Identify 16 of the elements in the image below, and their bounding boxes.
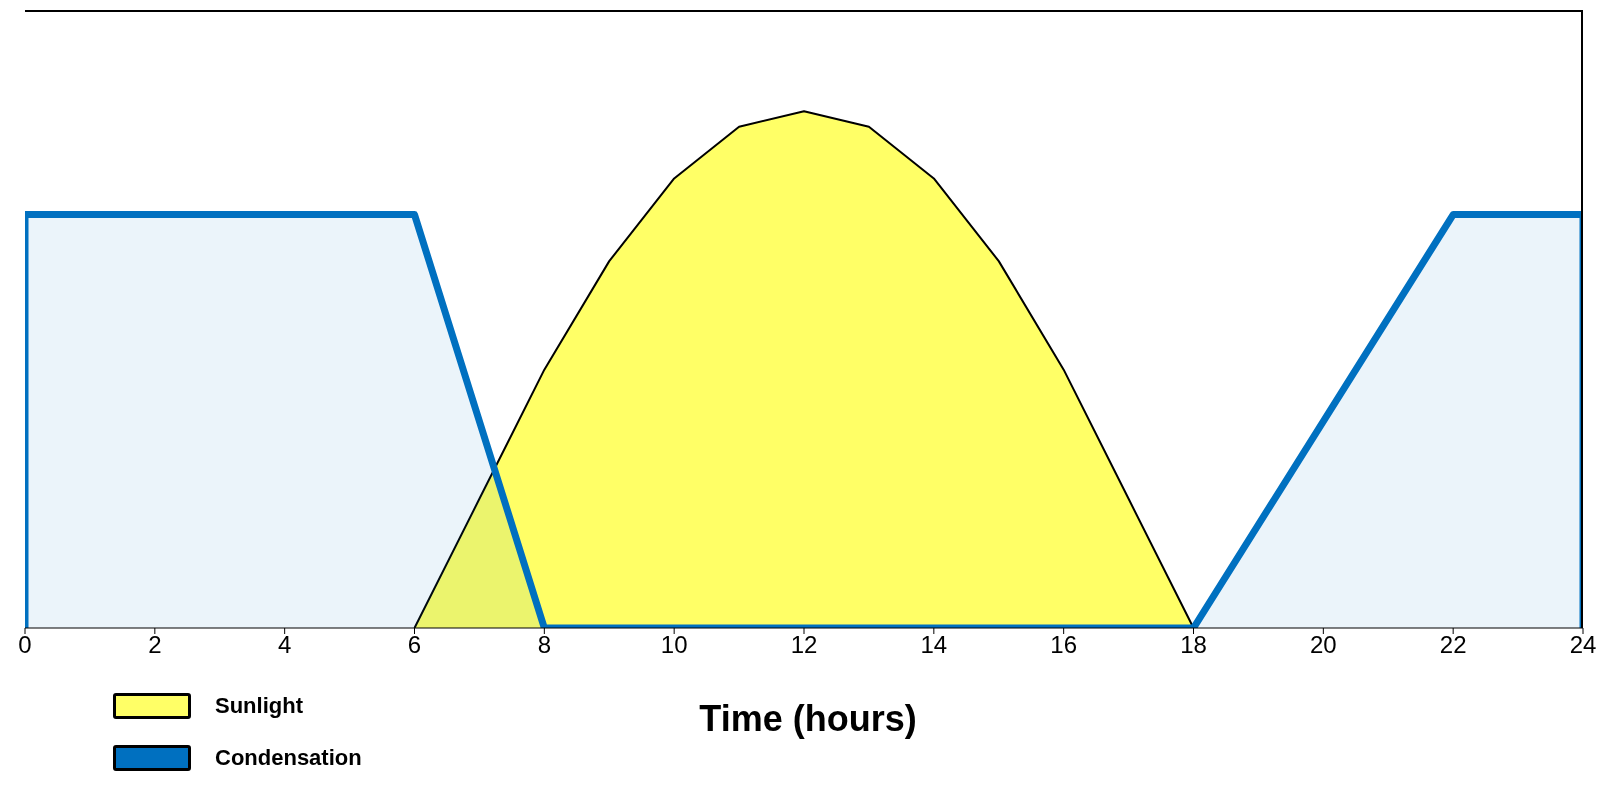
x-tick-label: 20 [1309,631,1337,659]
x-tick-label: 2 [148,631,162,659]
legend-label: Condensation [215,745,362,771]
x-axis-title: Time (hours) [699,698,917,739]
x-tick-label: 0 [18,631,32,659]
x-tick-label: 6 [407,631,422,659]
x-tick-label: 18 [1180,631,1207,659]
legend-label: Sunlight [215,693,303,719]
x-tick-label: 16 [1050,631,1078,659]
x-tick-label: 10 [660,631,688,659]
x-tick-label: 24 [1569,631,1597,659]
x-tick-label: 4 [277,631,292,659]
x-tick-label: 8 [537,631,552,659]
x-tick-label: 12 [790,631,818,659]
x-tick-label: 22 [1439,631,1467,659]
x-tick-label: 14 [920,631,948,659]
